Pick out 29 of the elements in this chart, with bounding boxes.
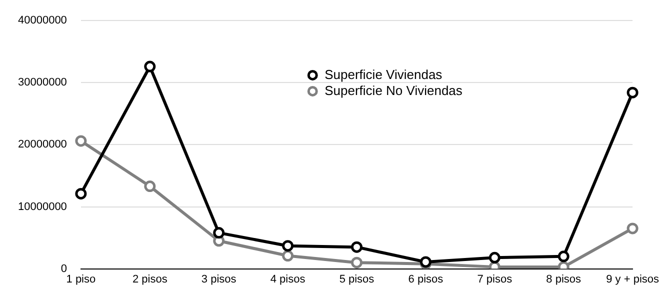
x-tick-label: 5 pisos (339, 273, 375, 286)
point (75, 188, 87, 200)
point (282, 240, 294, 252)
point (351, 256, 362, 268)
point (626, 222, 638, 234)
y-tick-label: 10000000 (18, 200, 67, 213)
point (626, 86, 638, 98)
x-tick-label: 4 pisos (270, 273, 306, 286)
legend-label: Superficie No Viviendas (324, 82, 463, 98)
y-tick-label: 0 (60, 262, 67, 275)
x-tick-label: 8 pisos (546, 273, 582, 286)
point (213, 227, 225, 239)
point (282, 250, 294, 262)
y-tick-label: 40000000 (18, 14, 67, 27)
x-tick-label: 2 pisos (132, 273, 168, 286)
legend-label: Superficie Viviendas (324, 66, 443, 82)
y-tick-label: 30000000 (18, 76, 67, 89)
x-tick-label: 6 pisos (408, 273, 444, 286)
point (75, 135, 87, 147)
point (558, 250, 570, 262)
point (144, 180, 156, 192)
point (351, 241, 362, 253)
y-tick-label: 20000000 (18, 138, 67, 151)
x-tick-label: 1 piso (66, 273, 96, 286)
point (488, 252, 500, 264)
x-tick-label: 7 pisos (477, 273, 513, 286)
x-tick-label: 9 y + pisos (606, 273, 660, 286)
point (144, 60, 156, 72)
x-tick-label: 3 pisos (201, 273, 237, 286)
